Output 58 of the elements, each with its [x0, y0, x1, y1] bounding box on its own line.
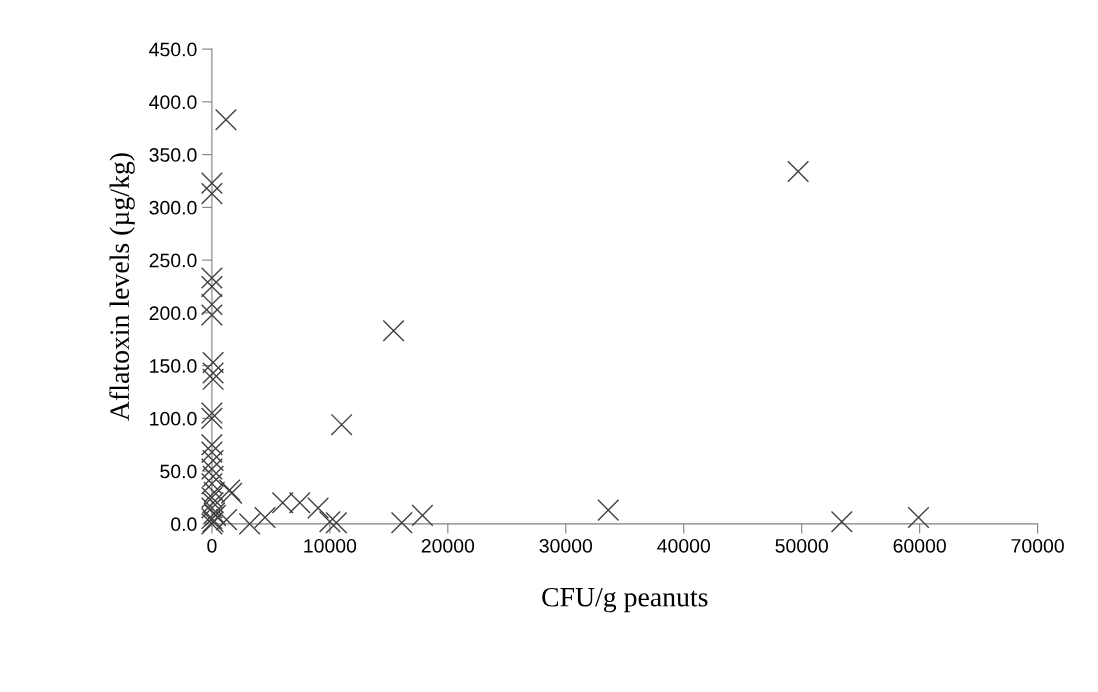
x-tick-label: 60000: [893, 538, 946, 553]
y-tick-label: 450.0: [149, 42, 197, 57]
point: [200, 472, 223, 495]
x-tick-label: 70000: [1011, 538, 1064, 553]
y-tick-label: 300.0: [149, 200, 197, 215]
point: [307, 497, 330, 520]
point: [202, 491, 225, 514]
y-tick-label: 100.0: [150, 411, 197, 426]
x-tick-label: 30000: [539, 538, 593, 553]
y-tick-label: 50.0: [160, 464, 197, 479]
point: [200, 457, 223, 480]
y-tick-label: 0.0: [171, 517, 197, 532]
point: [830, 510, 853, 533]
y-tick-label: 150.0: [150, 359, 197, 373]
x-tick-label: 50000: [775, 538, 828, 553]
point: [200, 486, 223, 509]
point: [597, 499, 620, 522]
point: [325, 511, 348, 534]
point: [330, 413, 353, 436]
x-tick-label: 10000: [304, 538, 357, 553]
point: [271, 491, 294, 514]
point: [288, 491, 311, 514]
point: [202, 351, 225, 374]
point: [202, 465, 225, 488]
point: [200, 267, 223, 290]
point: [200, 441, 223, 464]
point: [202, 361, 225, 384]
y-tick-label: 350.0: [149, 148, 197, 162]
point: [215, 508, 238, 531]
y-tick-label: 400.0: [149, 95, 197, 110]
point: [214, 108, 237, 131]
point: [200, 303, 223, 326]
point: [200, 182, 223, 205]
x-tick-label: 0: [207, 538, 217, 553]
point: [382, 319, 405, 342]
x-axis-title: CFU/g peanuts: [542, 587, 708, 613]
y-axis-title: Aflatoxin levels (µg/kg): [109, 153, 135, 421]
point: [200, 402, 223, 425]
point: [200, 407, 223, 430]
point: [200, 275, 223, 298]
point: [200, 497, 223, 520]
point: [411, 504, 434, 527]
y-tick-label: 200.0: [149, 306, 197, 321]
point: [253, 506, 276, 529]
point: [200, 293, 223, 316]
point: [202, 449, 225, 472]
point: [200, 172, 223, 195]
point: [907, 506, 930, 529]
x-tick-label: 20000: [421, 538, 475, 553]
point: [203, 481, 226, 504]
y-tick-label: 250.0: [149, 253, 197, 268]
point: [200, 433, 223, 456]
point: [238, 512, 261, 535]
point: [787, 160, 810, 183]
point: [318, 510, 341, 533]
x-tick-label: 40000: [657, 538, 711, 553]
point: [390, 511, 413, 534]
point: [202, 368, 225, 391]
